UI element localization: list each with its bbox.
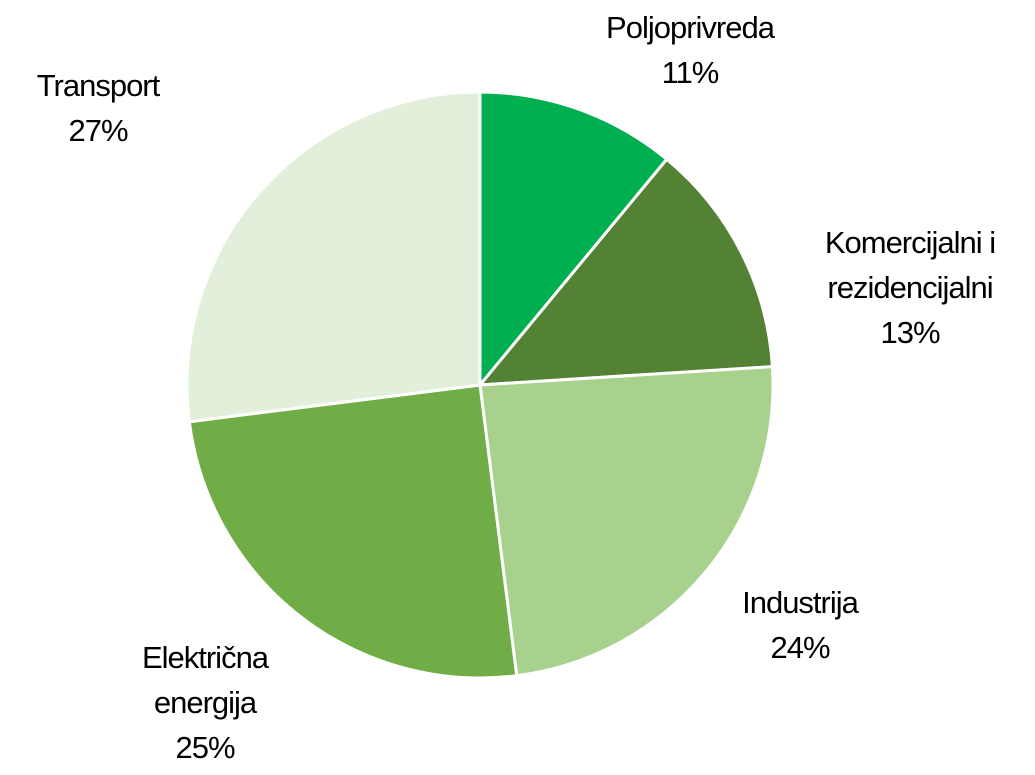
value-label: 13%: [880, 315, 940, 350]
category-label: Transport: [36, 68, 161, 103]
pie-slice: [476, 157, 775, 387]
slice-label: Transport 27%: [0, 63, 218, 153]
value-label: 25%: [175, 730, 235, 765]
category-label: Električna energija: [141, 640, 269, 720]
pie-slice: [478, 365, 775, 678]
slice-label: Komercijalni i rezidencijalni 13%: [790, 220, 1030, 355]
pie-slice: [185, 90, 482, 424]
category-label: Poljoprivreda: [606, 10, 775, 45]
slice-label: Električna energija 25%: [120, 635, 290, 770]
pie-slice: [478, 90, 669, 390]
value-label: 11%: [661, 55, 720, 90]
category-label: Industrija: [742, 585, 859, 620]
value-label: 24%: [770, 630, 830, 665]
slice-label: Poljoprivreda 11%: [560, 5, 820, 95]
pie-slice: [187, 383, 519, 680]
slice-label: Industrija 24%: [670, 580, 930, 670]
category-label: Komercijalni i rezidencijalni: [824, 225, 996, 305]
value-label: 27%: [68, 113, 128, 148]
